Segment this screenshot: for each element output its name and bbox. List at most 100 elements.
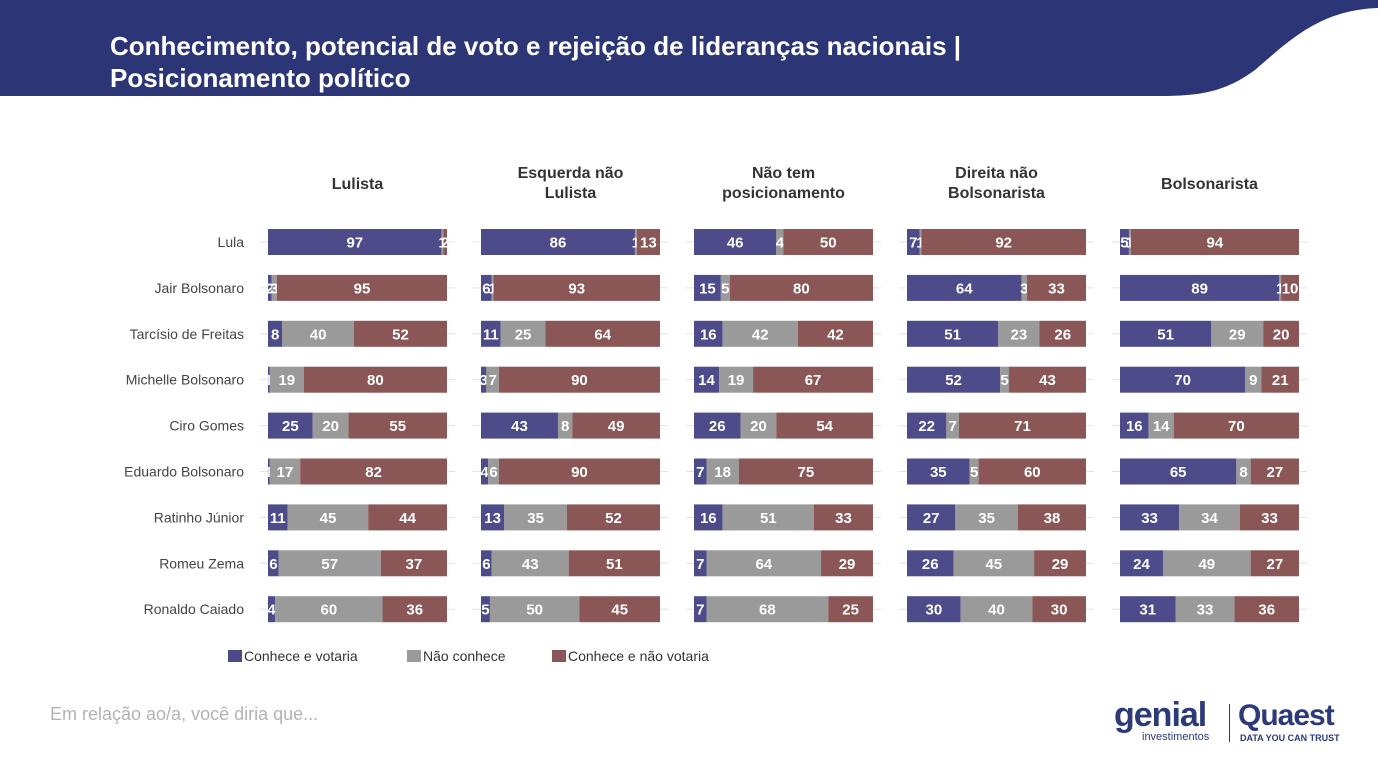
bar-segment <box>907 458 970 485</box>
bar-segment <box>491 550 569 577</box>
data-label: 20 <box>322 418 339 435</box>
bar-segment <box>1175 596 1235 623</box>
bar-segment <box>740 412 777 439</box>
bar-segment <box>953 550 1035 577</box>
bar-segment <box>481 274 492 301</box>
bar-segment <box>706 596 829 623</box>
data-label: 35 <box>930 464 947 481</box>
bar-segment <box>498 458 660 485</box>
data-label: 22 <box>918 418 935 435</box>
bar-segment <box>481 229 635 255</box>
data-label: 60 <box>321 602 338 619</box>
bar-segment <box>1017 504 1086 531</box>
bar-segment <box>694 274 721 301</box>
bar-segment <box>443 229 447 255</box>
bar-segment <box>269 458 301 485</box>
data-label: 19 <box>728 372 745 389</box>
data-label: 42 <box>827 326 844 343</box>
bar-segment <box>634 229 637 255</box>
bar-segment <box>907 274 1022 301</box>
data-label: 50 <box>820 235 837 252</box>
bar-segment <box>271 274 277 301</box>
bar-segment <box>821 550 873 577</box>
data-label: 26 <box>709 418 726 435</box>
bar-segment <box>1000 366 1010 393</box>
data-label: 1 <box>632 235 640 252</box>
panel-title: Não tem <box>752 165 815 182</box>
data-label: 11 <box>483 326 499 343</box>
genial-logo: genial investimentos <box>1114 698 1224 744</box>
data-label: 3 <box>1020 280 1028 297</box>
data-label: 64 <box>755 556 772 573</box>
data-label: 8 <box>1239 464 1247 481</box>
bar-segment <box>380 550 447 577</box>
data-label: 34 <box>1201 510 1218 527</box>
bar-segment <box>719 366 754 393</box>
bar-segment <box>481 596 490 623</box>
data-label: 15 <box>699 280 716 297</box>
bar-segment <box>1034 550 1086 577</box>
data-label: 4 <box>480 464 489 481</box>
data-label: 6 <box>489 464 497 481</box>
bar-segment <box>268 504 288 531</box>
bar-segment <box>1120 412 1149 439</box>
row-label: Lula <box>218 234 245 250</box>
bar-segment <box>921 229 1086 255</box>
genial-logo-subtitle: investimentos <box>1142 731 1210 743</box>
bar-segment <box>694 320 723 347</box>
data-label: 2 <box>266 280 274 297</box>
data-label: 24 <box>1133 556 1150 573</box>
data-label: 6 <box>482 556 490 573</box>
data-label: 33 <box>1197 602 1214 619</box>
data-label: 51 <box>1157 326 1174 343</box>
panel-title: Bolsonarista <box>948 185 1045 202</box>
data-label: 14 <box>698 372 715 389</box>
bar-segment <box>776 229 784 255</box>
data-label: 1 <box>488 280 496 297</box>
bar-segment <box>1179 504 1240 531</box>
data-label: 25 <box>842 602 859 619</box>
bar-segment <box>722 320 798 347</box>
row-label: Ciro Gomes <box>169 418 244 434</box>
panel-title: Esquerda não <box>518 165 624 182</box>
bar-segment <box>498 366 660 393</box>
data-label: 93 <box>568 280 585 297</box>
data-label: 2 <box>441 235 449 252</box>
data-label: 90 <box>571 372 588 389</box>
data-label: 9 <box>1249 372 1257 389</box>
bar-segment <box>278 550 381 577</box>
bar-segment <box>907 366 1001 393</box>
data-label: 25 <box>515 326 532 343</box>
genial-logo-text: genial <box>1114 696 1207 734</box>
logo-divider <box>1229 704 1230 742</box>
data-label: 94 <box>1207 235 1224 252</box>
panel-title: Lulista <box>332 176 384 193</box>
bar-segment <box>1279 274 1282 301</box>
panel-title: Direita não <box>955 165 1038 182</box>
row-label: Tarcísio de Freitas <box>130 326 244 342</box>
data-label: 35 <box>978 510 995 527</box>
data-label: 6 <box>482 280 490 297</box>
data-label: 26 <box>1054 326 1071 343</box>
bar-segment <box>491 274 494 301</box>
bar-segment <box>1236 458 1251 485</box>
data-label: 5 <box>481 602 489 619</box>
data-label: 40 <box>988 602 1005 619</box>
data-label: 43 <box>511 418 528 435</box>
data-label: 7 <box>948 418 956 435</box>
bar-segment <box>481 366 487 393</box>
data-label: 51 <box>760 510 777 527</box>
bar-segment <box>493 274 660 301</box>
bar-segment <box>268 229 442 255</box>
data-label: 13 <box>640 235 657 252</box>
bar-segment <box>776 412 873 439</box>
data-label: 20 <box>1273 326 1290 343</box>
bar-segment <box>481 412 558 439</box>
row-label: Ronaldo Caiado <box>144 601 245 617</box>
bar-segment <box>481 458 489 485</box>
data-label: 8 <box>271 326 279 343</box>
bar-segment <box>753 366 873 393</box>
data-label: 67 <box>805 372 822 389</box>
data-label: 16 <box>700 510 717 527</box>
data-label: 29 <box>839 556 856 573</box>
